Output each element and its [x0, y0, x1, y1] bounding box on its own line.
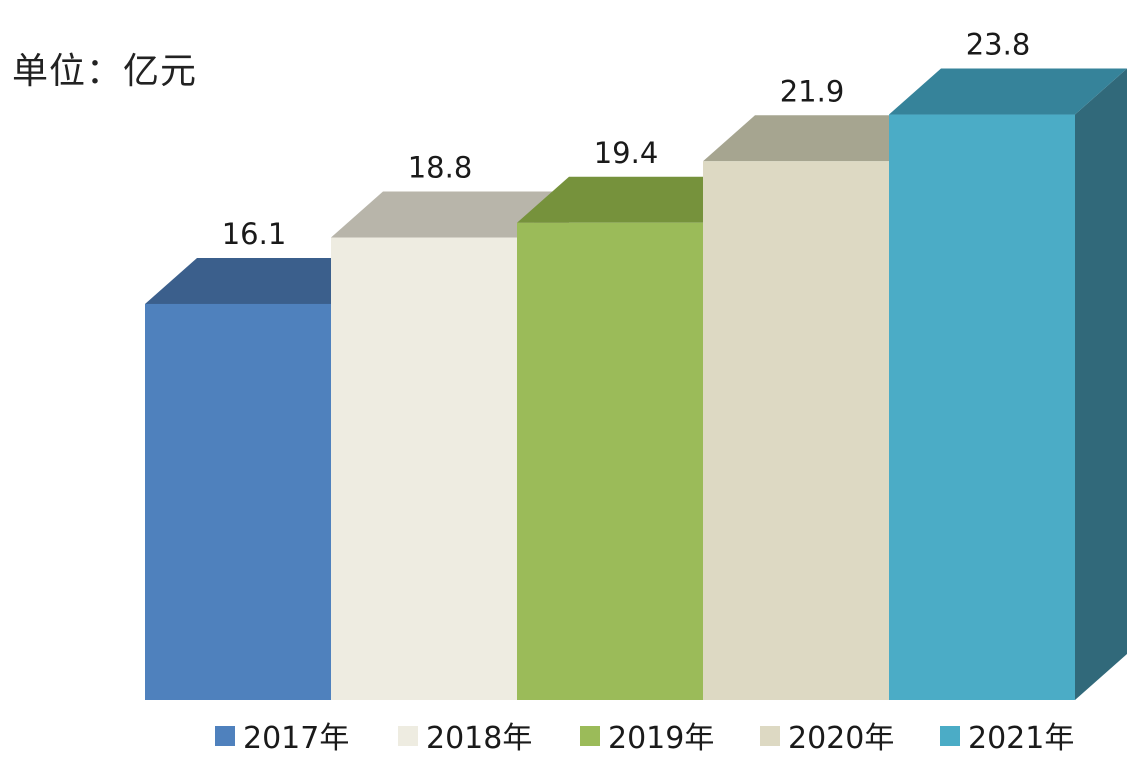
legend-item: 2021年: [940, 721, 1074, 756]
legend-item: 2019年: [580, 721, 714, 756]
legend-label: 2019年: [608, 721, 714, 756]
bar-top-face: [517, 176, 755, 223]
legend-swatch: [215, 726, 235, 746]
value-labels-layer: 16.1 18.8 19.4 21.9 23.8: [222, 28, 1031, 251]
legend: 2017年 2018年 2019年 2020年 2021年: [215, 721, 1074, 756]
legend-item: 2017年: [215, 721, 349, 756]
bar-top-face: [145, 257, 383, 304]
bar-front-face: [703, 161, 889, 700]
bar-top-face: [703, 115, 941, 162]
unit-label: 单位：亿元: [12, 51, 198, 92]
legend-label: 2018年: [426, 721, 532, 756]
bar-front-face: [517, 222, 703, 700]
value-label: 18.8: [408, 151, 473, 185]
value-label: 21.9: [780, 74, 845, 108]
legend-item: 2020年: [760, 721, 894, 756]
legend-item: 2018年: [398, 721, 532, 756]
value-label: 16.1: [222, 217, 287, 251]
legend-swatch: [940, 726, 960, 746]
bar-side-face: [1075, 68, 1127, 700]
bar-top-face: [331, 191, 569, 238]
bar-top-face: [889, 68, 1127, 115]
value-label: 23.8: [966, 28, 1031, 62]
legend-swatch: [398, 726, 418, 746]
legend-label: 2021年: [968, 721, 1074, 756]
value-label: 19.4: [594, 136, 659, 170]
legend-swatch: [580, 726, 600, 746]
bar-front-face: [145, 303, 331, 700]
bars-layer: [145, 68, 1127, 700]
legend-label: 2020年: [788, 721, 894, 756]
bar-front-face: [331, 237, 517, 700]
bar-front-face: [889, 114, 1075, 700]
legend-swatch: [760, 726, 780, 746]
bar: [889, 68, 1127, 700]
legend-label: 2017年: [243, 721, 349, 756]
